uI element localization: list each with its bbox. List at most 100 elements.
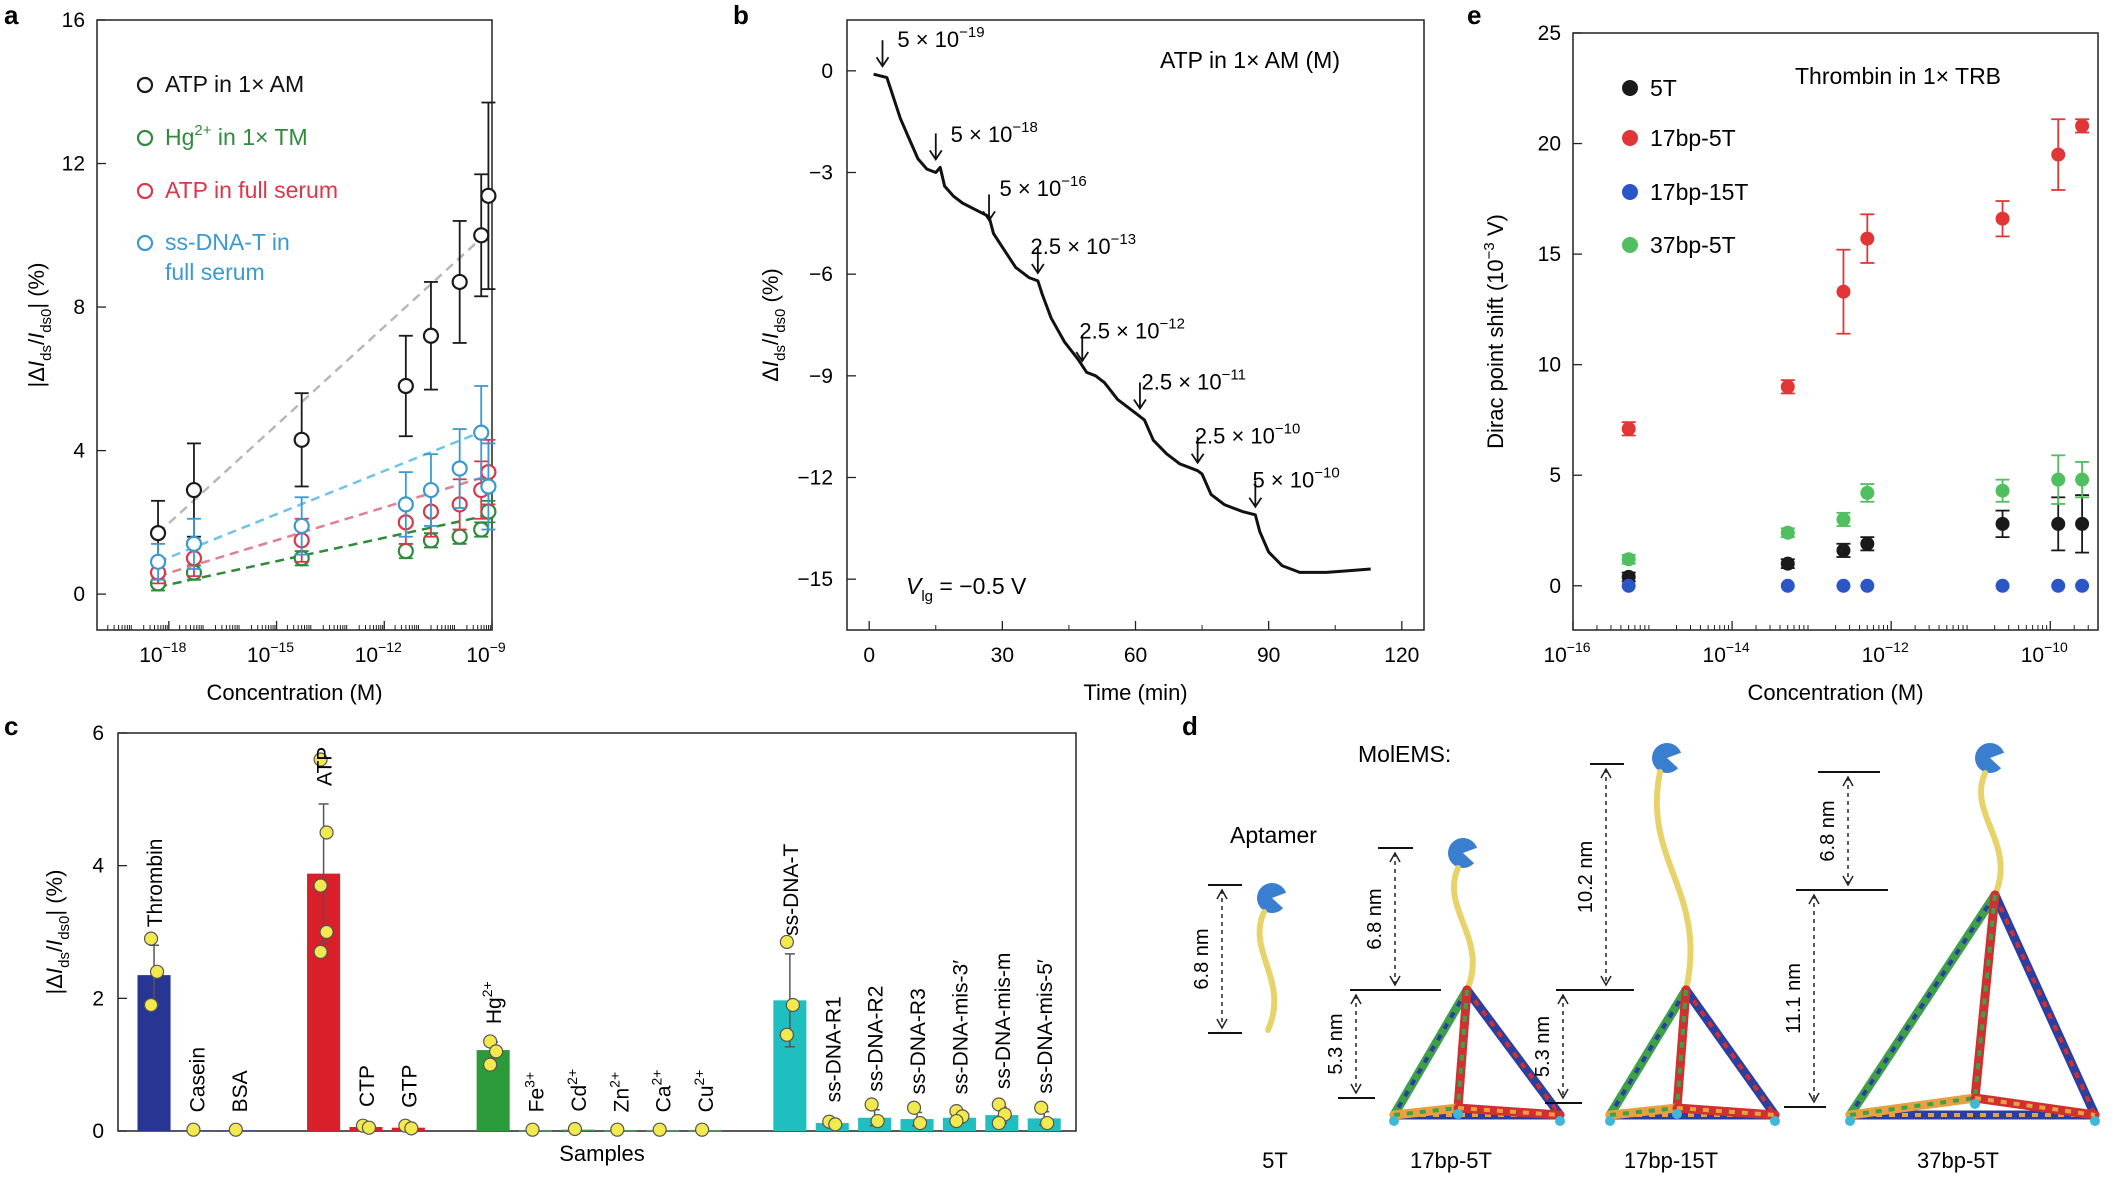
bar-label-text: BSA [229, 1070, 252, 1112]
data-point [1780, 525, 1795, 540]
replicate-point [313, 878, 328, 893]
replicate-point [361, 1120, 377, 1135]
diagram-panel-d: MolEMS: Aptamer 6.8 nm 6.8 nm 5.3 nm 10.2 nm 5… [1191, 741, 2100, 1173]
legend-text: ATP in 1× AM (M) [1160, 47, 1340, 73]
x-tick-exponent: −12 [1885, 639, 1909, 655]
bar-label: ss-DNA-T [780, 844, 803, 936]
replicate-point [785, 997, 800, 1013]
bar-label-text: ss-DNA-mis-m [992, 953, 1015, 1089]
bar-label: Casein [186, 1047, 209, 1112]
bar-label: CTP [356, 1065, 379, 1107]
bar-label-text: Thrombin [144, 839, 167, 928]
bar-label-text: ss-DNA-R3 [907, 988, 930, 1094]
y-label-part: V) [1483, 214, 1508, 242]
dna-helix-stripe [1676, 1106, 1776, 1117]
bar-label: ss-DNA-mis-5′ [1034, 959, 1057, 1094]
dimension-arrowhead [1808, 893, 1820, 905]
structure-name: 5T [1262, 1148, 1288, 1173]
bar-label-text: Ca [653, 1085, 676, 1112]
data-point [2075, 516, 2090, 531]
annotation-arrowhead [929, 149, 943, 162]
panel-label-d: d [1182, 711, 1198, 741]
bar-label: ss-DNA-R2 [865, 986, 888, 1092]
legend-label: ss-DNA-T in [165, 229, 290, 255]
data-point [397, 496, 414, 513]
bar-label: Hg2+ [479, 981, 506, 1024]
data-point [1995, 483, 2010, 498]
fit-line [157, 513, 489, 589]
dimension-arrowhead [1389, 975, 1401, 987]
data-point [473, 227, 490, 244]
y-label-part: / [758, 338, 783, 345]
replicate-point [828, 1117, 843, 1132]
legend-text: ATP in full serum [165, 177, 338, 203]
bar-label: Fe3+ [522, 1072, 549, 1112]
x-tick-label: 10−15 [247, 639, 294, 667]
legend-sup: 2+ [194, 122, 211, 139]
replicate-point [991, 1115, 1006, 1131]
chart-title: Thrombin in 1× TRB [1795, 63, 2001, 89]
dna-helix-stripe [1848, 893, 1997, 1117]
structure-name: 17bp-15T [1624, 1148, 1718, 1173]
y-label-part: ds0 [56, 916, 73, 940]
data-point [293, 517, 310, 535]
replicate-point [149, 964, 165, 979]
dimension-arrowhead [1842, 875, 1854, 887]
data-point [149, 525, 167, 542]
dimension-arrowhead [1557, 1088, 1569, 1100]
y-axis-label: |ΔIds/Ids0| (%) [24, 263, 55, 388]
annotation-base: 2.5 × 10 [1142, 369, 1222, 394]
dna-helix-stripe [1392, 988, 1469, 1117]
dimension-label: 11.1 nm [1783, 963, 1805, 1034]
data-point [1836, 512, 1851, 527]
linker-strand [1450, 865, 1476, 993]
dna-helix [1681, 985, 1780, 1120]
annotation-label: 5 × 10−16 [999, 173, 1086, 201]
x-tick-label: 90 [1257, 644, 1280, 667]
x-tick-base: 10 [247, 644, 270, 667]
data-point [451, 273, 468, 291]
bar-label-text: ss-DNA-T [780, 844, 803, 936]
x-tick-base: 10 [466, 644, 489, 667]
annotation-label: 2.5 × 10−10 [1195, 421, 1301, 449]
aptamer-linker [1256, 909, 1278, 1033]
dna-helix-stripe [1849, 1096, 1976, 1117]
legend-label-line2: full serum [165, 259, 265, 285]
y-tick-label: −6 [809, 263, 833, 286]
x-tick-base: 10 [1862, 644, 1885, 667]
bar-label-text: Cd [568, 1085, 591, 1112]
replicate-point [483, 1057, 498, 1072]
legend-label: 5T [1650, 75, 1677, 101]
data-point [480, 478, 497, 495]
annotation-label: 2.5 × 10−11 [1142, 366, 1246, 394]
replicate-point [525, 1122, 540, 1137]
y-tick-label: 25 [1538, 22, 1561, 45]
dna-helix [1462, 985, 1565, 1120]
y-label-part: ds0 [772, 309, 789, 333]
x-tick-label: 10−12 [1862, 639, 1909, 667]
annotation-exponent: −16 [1061, 173, 1086, 190]
bar-label: ss-DNA-R1 [822, 996, 845, 1102]
data-point [397, 542, 414, 560]
y-tick-label: 5 [1549, 464, 1561, 487]
replicate-point [313, 752, 328, 767]
legend-text: Hg [165, 124, 194, 150]
dna-helix-stripe [1973, 894, 1997, 1099]
x-tick-label: 10−9 [466, 639, 506, 667]
plot-frame [1572, 32, 2099, 631]
legend-marker [136, 76, 154, 94]
replicate-point [404, 1121, 419, 1136]
y-label-part: I [42, 968, 67, 974]
vlg-part: = −0.5 V [933, 573, 1027, 599]
legend-text: in 1× TM [212, 124, 308, 150]
y-tick-label: 15 [1538, 243, 1561, 266]
dimension-arrowhead [1557, 993, 1569, 1005]
aptamer-label: Aptamer [1230, 822, 1317, 848]
replicate-point [610, 1122, 625, 1137]
data-point [1995, 578, 2010, 593]
x-tick-label: 10−12 [355, 639, 402, 667]
bar-label-text: Cu [695, 1085, 718, 1112]
annotation-label: 5 × 10−10 [1252, 465, 1339, 493]
data-point [473, 424, 490, 441]
panel-label-e: e [1467, 0, 1481, 30]
